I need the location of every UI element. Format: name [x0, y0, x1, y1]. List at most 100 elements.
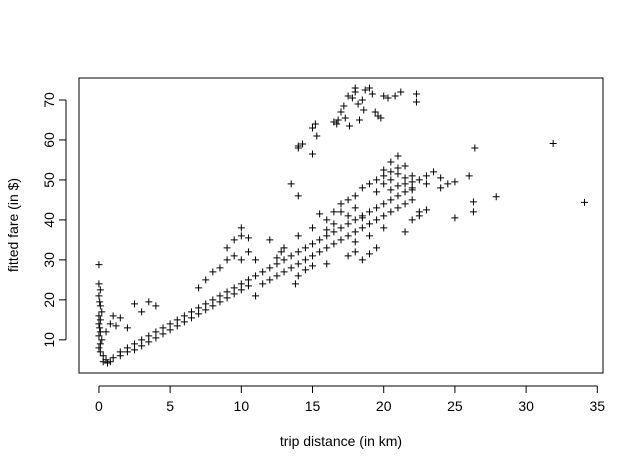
data-point [166, 320, 174, 328]
data-point [394, 204, 402, 212]
data-point [387, 176, 395, 184]
data-point [152, 302, 160, 310]
data-point [323, 226, 331, 234]
data-point [401, 180, 409, 188]
data-point [131, 346, 139, 354]
data-point [380, 166, 388, 174]
data-point [273, 272, 281, 280]
data-point [98, 336, 106, 344]
data-point [351, 238, 359, 246]
data-point [98, 308, 106, 316]
data-point [277, 248, 285, 256]
data-point [580, 198, 588, 206]
data-point [252, 272, 260, 280]
data-point [173, 316, 181, 324]
data-point [209, 268, 217, 276]
data-point [309, 262, 317, 270]
data-point [373, 176, 381, 184]
data-point [344, 232, 352, 240]
data-point [471, 144, 479, 152]
data-point [106, 320, 114, 328]
data-point [102, 328, 110, 336]
data-point [337, 224, 345, 232]
data-point [180, 318, 188, 326]
data-point [237, 232, 245, 240]
data-point [384, 94, 392, 102]
data-point [309, 252, 317, 260]
data-point [309, 240, 317, 248]
data-point [387, 208, 395, 216]
data-point [195, 310, 203, 318]
data-point [333, 120, 341, 128]
data-point [358, 256, 366, 264]
data-point [408, 178, 416, 186]
data-point [337, 236, 345, 244]
data-point [394, 164, 402, 172]
data-point [103, 359, 111, 367]
data-point [469, 198, 477, 206]
data-point [340, 102, 348, 110]
data-point [394, 192, 402, 200]
data-point [323, 260, 331, 268]
x-axis: 0 5 10 15 20 25 30 35 [95, 385, 606, 414]
data-point [95, 280, 103, 288]
data-point [195, 284, 203, 292]
data-point [223, 294, 231, 302]
data-point [294, 232, 302, 240]
data-point [408, 172, 416, 180]
data-point [173, 322, 181, 330]
data-point [95, 312, 103, 320]
data-point [138, 342, 146, 350]
data-point [202, 306, 210, 314]
data-point [294, 272, 302, 280]
data-point [380, 180, 388, 188]
data-point [145, 332, 153, 340]
data-point [408, 196, 416, 204]
data-point [365, 250, 373, 258]
data-point [301, 244, 309, 252]
data-point [408, 216, 416, 224]
data-point [365, 232, 373, 240]
data-point [180, 312, 188, 320]
data-point [394, 170, 402, 178]
data-point [123, 348, 131, 356]
data-point [391, 92, 399, 100]
data-point [259, 280, 267, 288]
data-point [351, 216, 359, 224]
y-tick-label: 70 [41, 92, 57, 108]
data-point [96, 348, 104, 356]
y-axis-label: fitted fare (in $) [5, 178, 21, 272]
data-point [223, 256, 231, 264]
data-point [358, 184, 366, 192]
data-point [237, 280, 245, 288]
data-point [451, 214, 459, 222]
data-point [309, 224, 317, 232]
data-point [99, 358, 107, 366]
data-point [138, 308, 146, 316]
data-point [368, 90, 376, 98]
data-point [356, 116, 364, 124]
data-point [430, 168, 438, 176]
data-point [209, 296, 217, 304]
data-point [145, 298, 153, 306]
data-point [273, 260, 281, 268]
data-point [323, 232, 331, 240]
data-point [365, 180, 373, 188]
data-point [387, 168, 395, 176]
data-point [237, 256, 245, 264]
data-point [259, 268, 267, 276]
data-point [166, 326, 174, 334]
x-tick-label: 5 [166, 398, 174, 414]
x-tick-label: 35 [590, 398, 606, 414]
data-point [549, 140, 557, 148]
data-point [351, 228, 359, 236]
data-point [159, 330, 167, 338]
data-point [415, 212, 423, 220]
data-point [348, 94, 356, 102]
data-point [346, 122, 354, 130]
data-point [337, 108, 345, 116]
data-point [237, 224, 245, 232]
x-tick-label: 0 [95, 398, 103, 414]
data-point [216, 292, 224, 300]
data-point [344, 212, 352, 220]
